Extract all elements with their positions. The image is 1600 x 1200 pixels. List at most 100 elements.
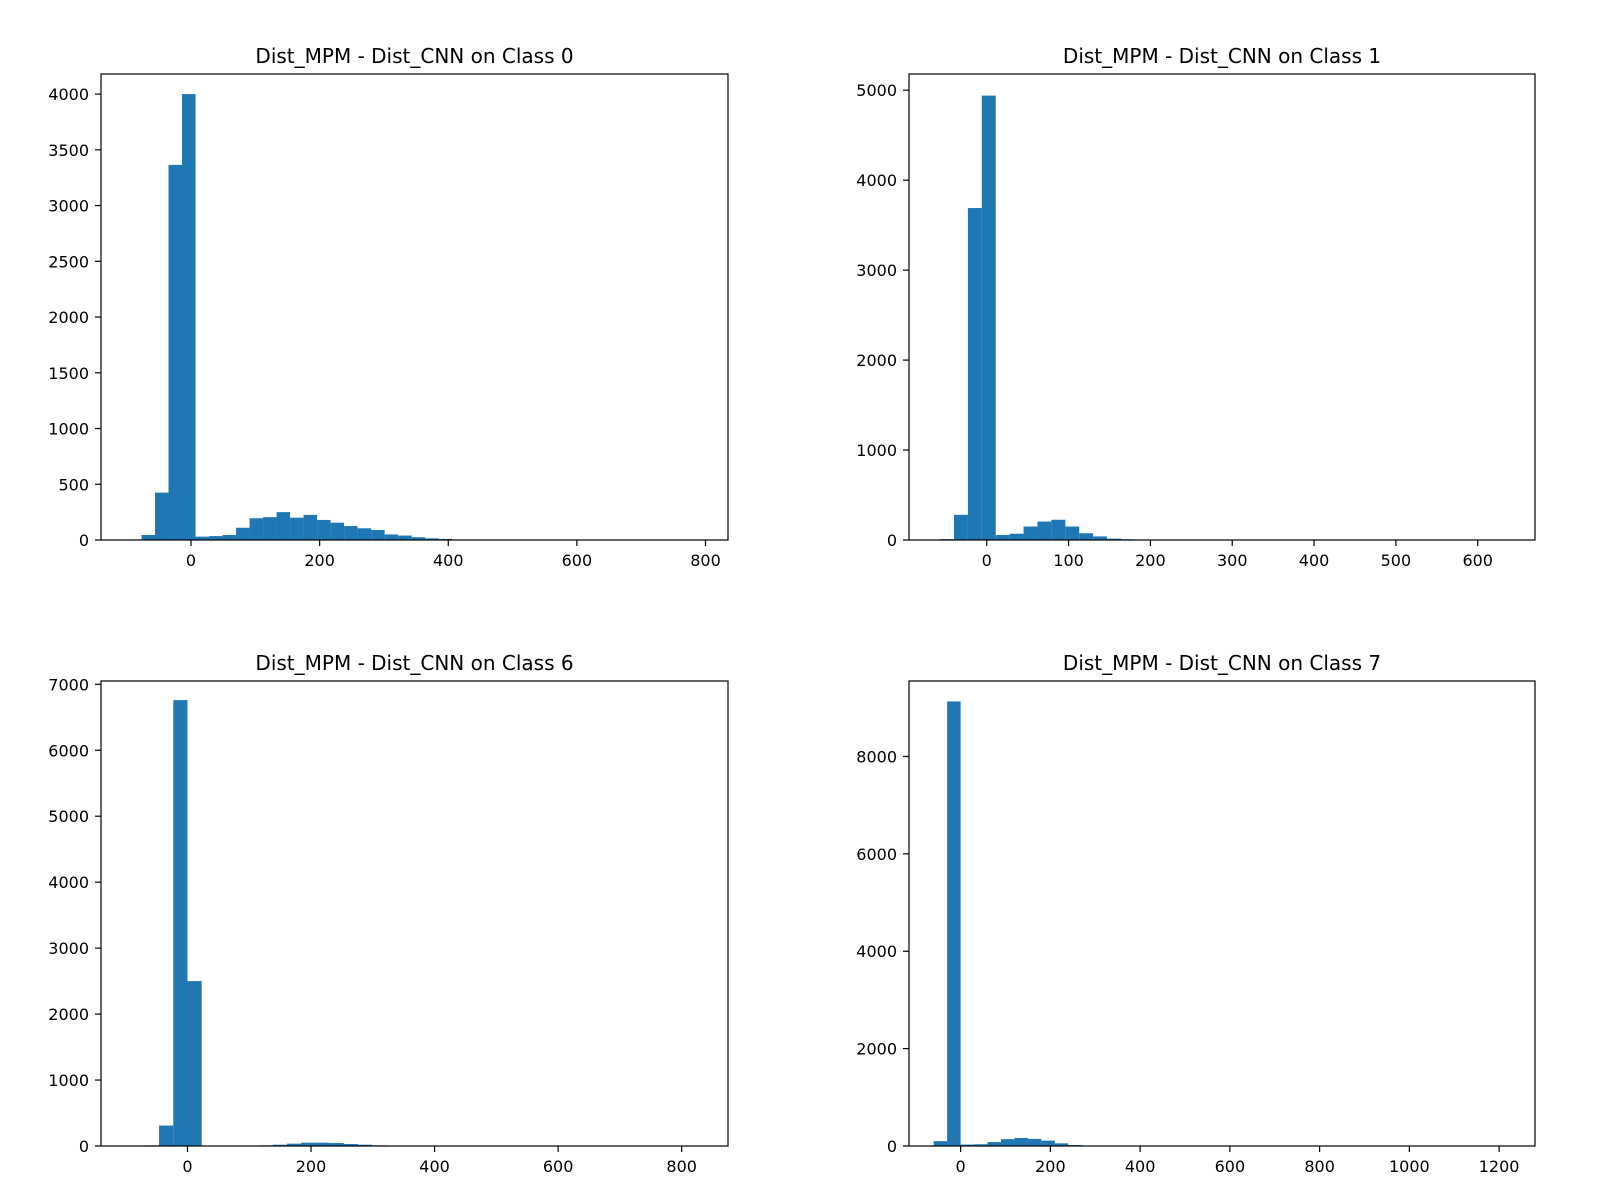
axes-frame bbox=[908, 680, 1536, 1147]
x-tick-label: 600 bbox=[1462, 551, 1493, 570]
histogram-bar bbox=[249, 518, 264, 540]
histogram-bar bbox=[974, 1144, 988, 1146]
histogram-bar bbox=[236, 527, 250, 540]
histogram-bar bbox=[947, 701, 961, 1146]
histogram-bar bbox=[1037, 521, 1052, 540]
y-tick-label: 3500 bbox=[48, 141, 89, 160]
histogram-bar bbox=[301, 1142, 316, 1146]
histogram-bar bbox=[141, 534, 156, 540]
x-tick-label: 600 bbox=[543, 1157, 574, 1176]
x-tick-label: 600 bbox=[562, 551, 593, 570]
histogram-bar bbox=[159, 1125, 174, 1146]
histogram-bar bbox=[357, 528, 372, 540]
y-tick-label: 2000 bbox=[856, 1040, 897, 1059]
histogram-bar bbox=[330, 522, 345, 540]
x-tick-label: 0 bbox=[982, 551, 992, 570]
histogram-bar bbox=[173, 700, 188, 1146]
y-tick-label: 0 bbox=[887, 531, 897, 550]
histogram-bar bbox=[195, 536, 210, 540]
histogram-bar bbox=[286, 1143, 302, 1146]
histogram-bar bbox=[222, 534, 237, 540]
y-tick-label: 3000 bbox=[48, 939, 89, 958]
histogram-bar bbox=[155, 492, 169, 540]
histogram-bar bbox=[1107, 538, 1121, 540]
histogram-bar bbox=[263, 517, 277, 540]
axes-frame bbox=[908, 73, 1536, 541]
x-tick-label: 1200 bbox=[1479, 1157, 1520, 1176]
histogram-bar bbox=[357, 1144, 373, 1146]
histogram-bar bbox=[168, 164, 183, 540]
x-tick-label: 800 bbox=[1304, 1157, 1335, 1176]
x-tick-label: 100 bbox=[1053, 551, 1084, 570]
x-tick-label: 300 bbox=[1217, 551, 1248, 570]
y-tick-label: 5000 bbox=[48, 807, 89, 826]
chart-panel: Dist_MPM - Dist_CNN on Class 0 0 200 400 600… bbox=[48, 44, 729, 570]
histogram-bar bbox=[317, 519, 331, 540]
histogram-bar bbox=[182, 94, 196, 540]
y-tick-label: 6000 bbox=[48, 741, 89, 760]
x-tick-label: 800 bbox=[666, 1157, 697, 1176]
y-tick-label: 0 bbox=[887, 1137, 897, 1156]
histogram-bar bbox=[425, 538, 439, 540]
histogram-bar bbox=[290, 517, 304, 540]
histogram-bar bbox=[343, 1144, 358, 1146]
histogram-bar bbox=[209, 536, 223, 540]
y-tick-label: 3000 bbox=[48, 197, 89, 216]
axes-frame bbox=[100, 680, 729, 1147]
histogram-bar bbox=[1014, 1137, 1028, 1146]
histogram-bar bbox=[933, 1141, 948, 1146]
histogram-bar bbox=[1054, 1143, 1069, 1146]
y-tick-label: 2500 bbox=[48, 252, 89, 271]
chart-title: Dist_MPM - Dist_CNN on Class 1 bbox=[1063, 44, 1381, 68]
histogram-bar bbox=[344, 526, 358, 540]
histogram-bar bbox=[1027, 1138, 1042, 1146]
x-tick-label: 200 bbox=[1135, 551, 1166, 570]
histogram-bar bbox=[1000, 1139, 1015, 1146]
histogram-bar bbox=[995, 535, 1010, 540]
x-tick-label: 200 bbox=[304, 551, 335, 570]
chart-panel: Dist_MPM - Dist_CNN on Class 1 0 100 200 300… bbox=[856, 44, 1536, 570]
x-tick-label: 400 bbox=[1125, 1157, 1156, 1176]
y-tick-label: 5000 bbox=[856, 81, 897, 100]
histogram-bar bbox=[1023, 526, 1038, 540]
y-tick-label: 7000 bbox=[48, 675, 89, 694]
y-tick-label: 2000 bbox=[856, 351, 897, 370]
x-tick-label: 400 bbox=[419, 1157, 450, 1176]
histogram-bar bbox=[272, 1144, 287, 1146]
histogram-bar bbox=[954, 514, 968, 540]
y-tick-label: 8000 bbox=[856, 747, 897, 766]
histogram-bar bbox=[371, 529, 385, 540]
histogram-bar bbox=[967, 208, 982, 540]
y-tick-label: 2000 bbox=[48, 308, 89, 327]
x-tick-label: 0 bbox=[956, 1157, 966, 1176]
y-tick-label: 1000 bbox=[48, 420, 89, 439]
chart-title: Dist_MPM - Dist_CNN on Class 7 bbox=[1063, 651, 1381, 675]
y-tick-label: 4000 bbox=[48, 873, 89, 892]
histogram-bar bbox=[1065, 526, 1080, 540]
histogram-bar bbox=[315, 1142, 330, 1146]
y-tick-label: 4000 bbox=[856, 942, 897, 961]
histogram-bar bbox=[329, 1143, 344, 1146]
x-tick-label: 400 bbox=[433, 551, 464, 570]
y-tick-label: 4000 bbox=[856, 171, 897, 190]
histogram-bar bbox=[276, 512, 291, 540]
y-tick-label: 500 bbox=[58, 475, 89, 494]
histogram-bar bbox=[384, 534, 399, 540]
chart-title: Dist_MPM - Dist_CNN on Class 0 bbox=[255, 44, 573, 68]
x-tick-label: 800 bbox=[690, 551, 721, 570]
y-tick-label: 0 bbox=[79, 1137, 89, 1156]
x-tick-label: 1000 bbox=[1389, 1157, 1430, 1176]
x-tick-label: 400 bbox=[1299, 551, 1330, 570]
y-tick-label: 3000 bbox=[856, 261, 897, 280]
x-tick-label: 200 bbox=[296, 1157, 327, 1176]
histogram-bar bbox=[1079, 533, 1094, 540]
x-tick-label: 200 bbox=[1035, 1157, 1066, 1176]
y-tick-label: 4000 bbox=[48, 85, 89, 104]
y-tick-label: 0 bbox=[79, 531, 89, 550]
histogram-bar bbox=[187, 981, 202, 1146]
histogram-bar bbox=[1041, 1140, 1055, 1146]
x-tick-label: 0 bbox=[182, 1157, 192, 1176]
chart-panel: Dist_MPM - Dist_CNN on Class 6 0 200 400 600… bbox=[48, 651, 729, 1176]
